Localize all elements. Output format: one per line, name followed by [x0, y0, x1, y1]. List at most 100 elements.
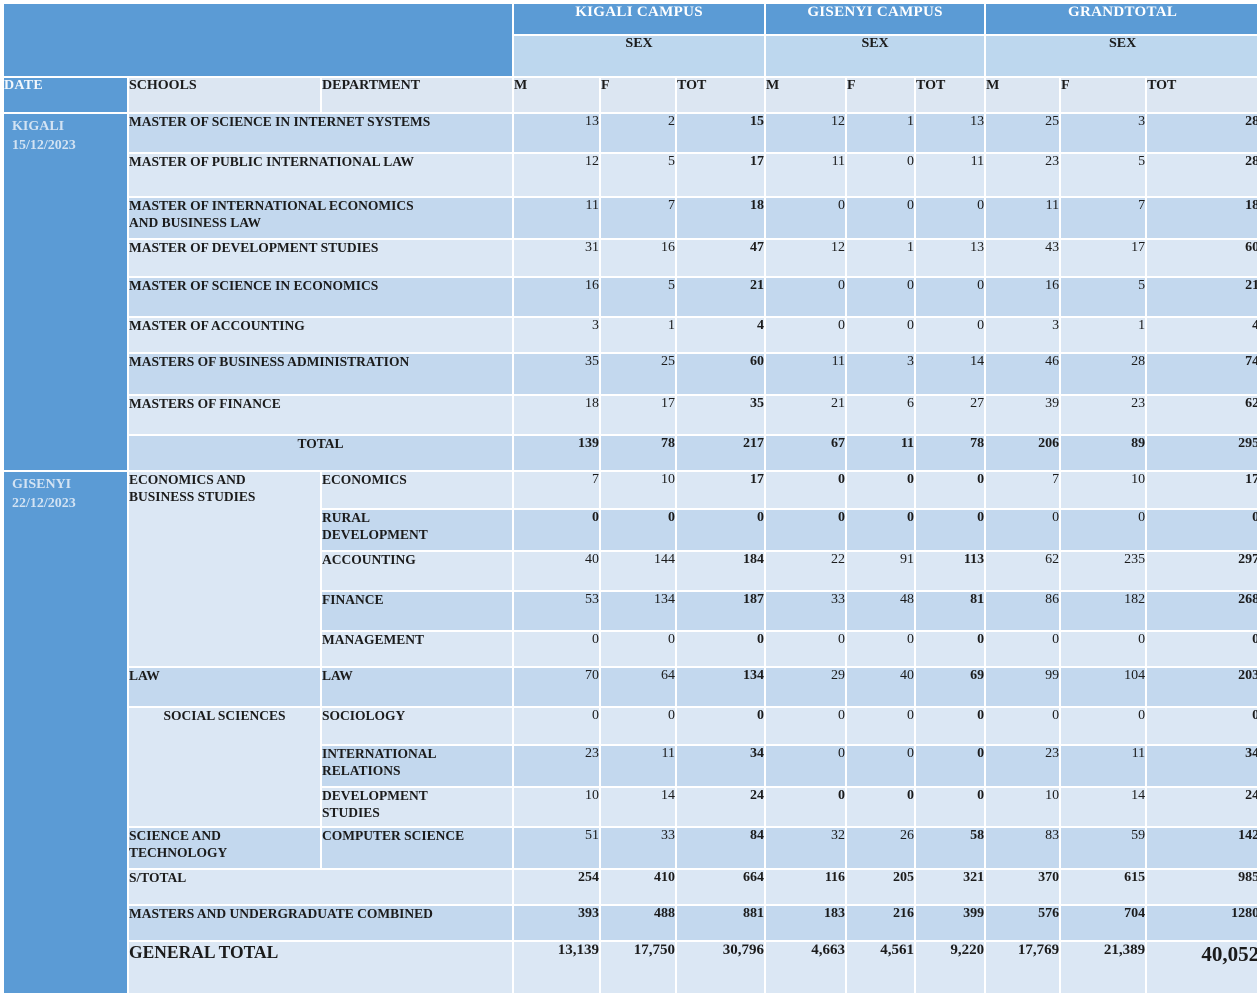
department-cell: MANAGEMENT	[319, 630, 515, 668]
value-cell: 21	[675, 276, 767, 318]
value-cell: 16	[984, 276, 1062, 318]
value-cell: 0	[764, 706, 848, 746]
combined-total-label: MASTERS AND UNDERGRADUATE COMBINED	[126, 904, 515, 942]
value-cell: 0	[1059, 508, 1148, 552]
value-cell: 31	[512, 238, 602, 278]
value-cell: 11	[1059, 744, 1148, 788]
value-cell: 21,389	[1059, 940, 1148, 995]
value-cell: 0	[1059, 706, 1148, 746]
value-cell: 0	[845, 508, 917, 552]
value-cell: 27	[914, 394, 987, 436]
value-cell: 16	[512, 276, 602, 318]
value-cell: 0	[984, 706, 1062, 746]
header-row-campus: KIGALI CAMPUS GISENYI CAMPUS GRANDTOTAL	[1, 2, 1257, 78]
value-cell: 217	[675, 434, 767, 472]
value-cell: 18	[1145, 196, 1257, 240]
value-cell: 16	[599, 238, 678, 278]
department-cell: ACCOUNTING	[319, 550, 515, 592]
table-row: LAW LAW 70 64 134 29 40 69 99 104 203	[3, 666, 1257, 708]
value-cell: 0	[599, 508, 678, 552]
table-row: RURAL DEVELOPMENT 0 0 0 0 0 0 0 0 0	[3, 508, 1257, 552]
value-cell: 14	[599, 786, 678, 828]
value-cell: 399	[914, 904, 987, 942]
value-cell: 13,139	[512, 940, 602, 995]
subtotal-row: S/TOTAL 254 410 664 116 205 321 370 615 …	[3, 868, 1257, 906]
value-cell: 370	[984, 868, 1062, 906]
value-cell: 0	[764, 744, 848, 788]
value-cell: 3	[1059, 112, 1148, 154]
date-cell-kigali: KIGALI 15/12/2023	[2, 112, 129, 472]
table-row: KIGALI 15/12/2023 MASTER OF SCIENCE IN I…	[2, 112, 1257, 472]
value-cell: 15	[675, 112, 767, 154]
value-cell: 11	[599, 744, 678, 788]
school-cell: ECONOMICS AND BUSINESS STUDIES	[127, 470, 322, 668]
value-cell: 14	[914, 352, 987, 396]
value-cell: 60	[1145, 238, 1257, 278]
value-cell: 0	[845, 630, 917, 668]
value-cell: 11	[914, 152, 987, 198]
value-cell: 10	[984, 786, 1062, 828]
value-cell: 1280	[1145, 904, 1257, 942]
value-cell: 64	[599, 666, 678, 708]
value-cell: 0	[845, 786, 917, 828]
value-cell: 89	[1059, 434, 1148, 472]
value-cell: 0	[675, 706, 767, 746]
value-cell: 47	[675, 238, 767, 278]
department-cell: ECONOMICS	[319, 470, 515, 510]
value-cell: 297	[1145, 550, 1257, 592]
value-cell: 12	[512, 152, 602, 198]
value-cell: 30,796	[675, 940, 767, 995]
table-row: MANAGEMENT 0 0 0 0 0 0 0 0 0	[3, 630, 1257, 668]
program-label: MASTER OF PUBLIC INTERNATIONAL LAW	[126, 152, 515, 198]
value-cell: 23	[984, 744, 1062, 788]
value-cell: 46	[984, 352, 1062, 396]
value-cell: 17	[675, 152, 767, 198]
value-cell: 7	[599, 196, 678, 240]
value-cell: 39	[984, 394, 1062, 436]
value-cell: 0	[914, 786, 987, 828]
value-cell: 34	[675, 744, 767, 788]
value-cell: 142	[1145, 826, 1257, 870]
value-cell: 13	[512, 112, 602, 154]
date-column-header: DATE	[2, 76, 129, 114]
school-cell: SCIENCE AND TECHNOLOGY	[127, 826, 322, 870]
sex-header-grandtotal: SEX	[984, 34, 1257, 78]
value-cell: 235	[1059, 550, 1148, 592]
value-cell: 0	[1059, 630, 1148, 668]
value-cell: 7	[984, 470, 1062, 510]
value-cell: 40	[845, 666, 917, 708]
value-cell: 35	[512, 352, 602, 396]
table-row: DEVELOPMENT STUDIES 10 14 24 0 0 0 10 14…	[3, 786, 1257, 828]
value-cell: 1	[1059, 316, 1148, 354]
date-location: GISENYI	[12, 477, 72, 492]
value-cell: 615	[1059, 868, 1148, 906]
value-cell: 0	[512, 630, 602, 668]
program-label: MASTER OF DEVELOPMENT STUDIES	[126, 238, 515, 278]
value-cell: 0	[845, 316, 917, 354]
value-cell: 17	[675, 470, 767, 510]
school-cell: SOCIAL SCIENCES	[127, 706, 322, 828]
value-cell: 17,769	[984, 940, 1062, 995]
value-cell: 4	[1145, 316, 1257, 354]
value-cell: 203	[1145, 666, 1257, 708]
department-cell: FINANCE	[319, 590, 515, 632]
value-cell: 69	[914, 666, 987, 708]
value-cell: 0	[599, 706, 678, 746]
col-header-m: M	[512, 76, 602, 114]
value-cell: 182	[1059, 590, 1148, 632]
program-label: MASTERS OF FINANCE	[126, 394, 515, 436]
value-cell: 0	[675, 630, 767, 668]
value-cell: 410	[599, 868, 678, 906]
value-cell: 0	[914, 508, 987, 552]
value-cell: 0	[914, 744, 987, 788]
program-label: MASTER OF ACCOUNTING	[126, 316, 515, 354]
value-cell: 0	[764, 470, 848, 510]
program-label: MASTER OF SCIENCE IN INTERNET SYSTEMS	[126, 112, 515, 154]
value-cell: 0	[764, 316, 848, 354]
value-cell: 78	[914, 434, 987, 472]
value-cell: 10	[1059, 470, 1148, 510]
value-cell: 25	[984, 112, 1062, 154]
value-cell: 0	[845, 152, 917, 198]
campus-header-gisenyi: GISENYI CAMPUS	[764, 2, 987, 36]
col-header-f: F	[1059, 76, 1148, 114]
